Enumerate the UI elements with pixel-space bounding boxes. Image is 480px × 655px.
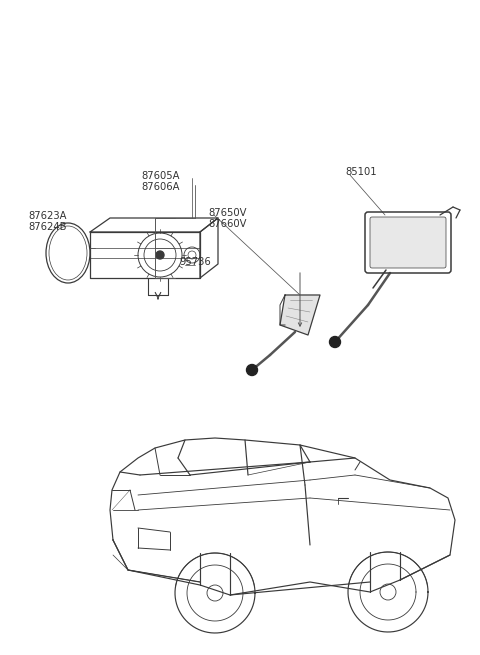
Text: 87624B: 87624B (29, 222, 67, 233)
Text: 87660V: 87660V (209, 219, 247, 229)
Text: 87606A: 87606A (142, 181, 180, 192)
Circle shape (329, 337, 340, 348)
Text: 87623A: 87623A (29, 211, 67, 221)
Polygon shape (280, 295, 320, 335)
Circle shape (156, 251, 164, 259)
Text: 85101: 85101 (346, 167, 377, 178)
Circle shape (247, 364, 257, 375)
Text: 87650V: 87650V (209, 208, 247, 218)
Text: 87605A: 87605A (142, 170, 180, 181)
Text: 95736: 95736 (179, 257, 211, 267)
FancyBboxPatch shape (370, 217, 446, 268)
